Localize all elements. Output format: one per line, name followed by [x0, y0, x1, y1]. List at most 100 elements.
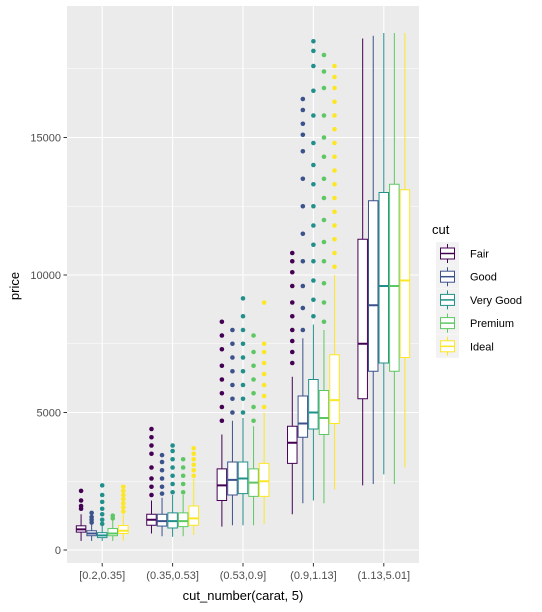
outlier-point [230, 368, 235, 374]
x-tick-label: (0.9,1.13] [290, 570, 336, 582]
box-group [357, 38, 368, 486]
outlier-point [300, 176, 306, 182]
outlier-point [311, 162, 316, 168]
box-group [86, 510, 97, 541]
outlier-point [311, 203, 316, 209]
outlier-point [121, 505, 126, 510]
box-iqr [308, 379, 319, 430]
legend-item: Good [436, 265, 497, 289]
x-tick-label: (0.53,0.9] [220, 570, 266, 582]
outlier-point [321, 154, 327, 160]
outlier-point [321, 319, 327, 325]
outlier-point [251, 363, 256, 369]
outlier-point [311, 140, 316, 146]
outlier-point [300, 305, 306, 311]
outlier-point [99, 483, 105, 488]
outlier-point [251, 404, 256, 410]
legend-label: Very Good [470, 295, 522, 307]
box-group [177, 456, 189, 537]
outlier-point [230, 382, 235, 388]
outlier-point [332, 209, 337, 215]
outlier-point [311, 63, 316, 69]
legend-item: Premium [436, 311, 514, 335]
outlier-point [289, 250, 295, 256]
outlier-point [300, 121, 306, 127]
legend-label: Ideal [470, 341, 494, 353]
outlier-point [321, 113, 327, 118]
box-group [156, 452, 168, 537]
outlier-point [159, 467, 165, 473]
box-iqr [118, 525, 129, 535]
box-group [297, 96, 309, 504]
outlier-point [289, 313, 295, 319]
outlier-point [311, 38, 316, 44]
box-group [389, 33, 400, 484]
outlier-point [261, 349, 267, 355]
outlier-point [89, 510, 94, 516]
outlier-point [159, 484, 165, 490]
legend-label: Fair [470, 249, 489, 261]
outlier-point [121, 500, 126, 506]
outlier-point [251, 377, 256, 382]
outlier-point [332, 85, 337, 91]
box-iqr [357, 238, 368, 400]
box-iqr [367, 200, 379, 372]
legend-item: Fair [436, 242, 489, 265]
outlier-point [219, 333, 225, 338]
outlier-point [78, 503, 84, 509]
box-iqr [287, 425, 298, 464]
box-group [329, 63, 340, 490]
outlier-point [170, 473, 175, 479]
outlier-point [261, 341, 267, 347]
outlier-point [219, 363, 225, 369]
outlier-point [289, 349, 295, 355]
outlier-point [321, 239, 327, 245]
outlier-point [170, 481, 175, 487]
outlier-point [170, 456, 175, 462]
outlier-point [289, 283, 295, 289]
box-iqr [389, 183, 400, 372]
outlier-point [240, 355, 246, 360]
box-iqr [227, 461, 238, 496]
y-tick-label: 5000 [37, 408, 61, 420]
outlier-point [159, 452, 165, 458]
outlier-point [230, 396, 235, 402]
outlier-point [289, 360, 295, 366]
outlier-point [99, 521, 105, 527]
outlier-point [321, 176, 327, 182]
box-group [216, 319, 228, 527]
box-group [237, 296, 249, 526]
outlier-point [99, 506, 105, 512]
x-tick-label: (0.35,0.53] [146, 570, 199, 582]
outlier-point [289, 300, 295, 305]
outlier-point [240, 296, 246, 301]
outlier-point [230, 341, 235, 347]
outlier-point [230, 327, 235, 333]
box-iqr [318, 390, 330, 435]
outlier-point [121, 509, 126, 514]
outlier-point [191, 451, 197, 457]
outlier-point [180, 473, 186, 479]
outlier-point [149, 434, 154, 440]
legend-item: Ideal [436, 334, 494, 358]
legend-title: cut [432, 222, 450, 237]
outlier-point [332, 181, 337, 187]
y-tick-label: 10000 [30, 270, 61, 282]
outlier-point [180, 456, 186, 462]
outlier-point [159, 476, 165, 481]
outlier-point [121, 484, 126, 490]
box-iqr [399, 189, 411, 358]
outlier-point [230, 355, 235, 360]
outlier-point [321, 69, 327, 74]
outlier-point [300, 107, 306, 113]
outlier-point [289, 269, 295, 275]
outlier-point [240, 341, 246, 347]
outlier-point [240, 313, 246, 319]
box-iqr [297, 395, 309, 438]
box-iqr [378, 192, 390, 364]
y-tick-label: 15000 [30, 133, 61, 145]
outlier-point [261, 404, 267, 410]
outlier-point [191, 467, 197, 473]
box-group [75, 488, 87, 541]
outlier-point [261, 371, 267, 377]
